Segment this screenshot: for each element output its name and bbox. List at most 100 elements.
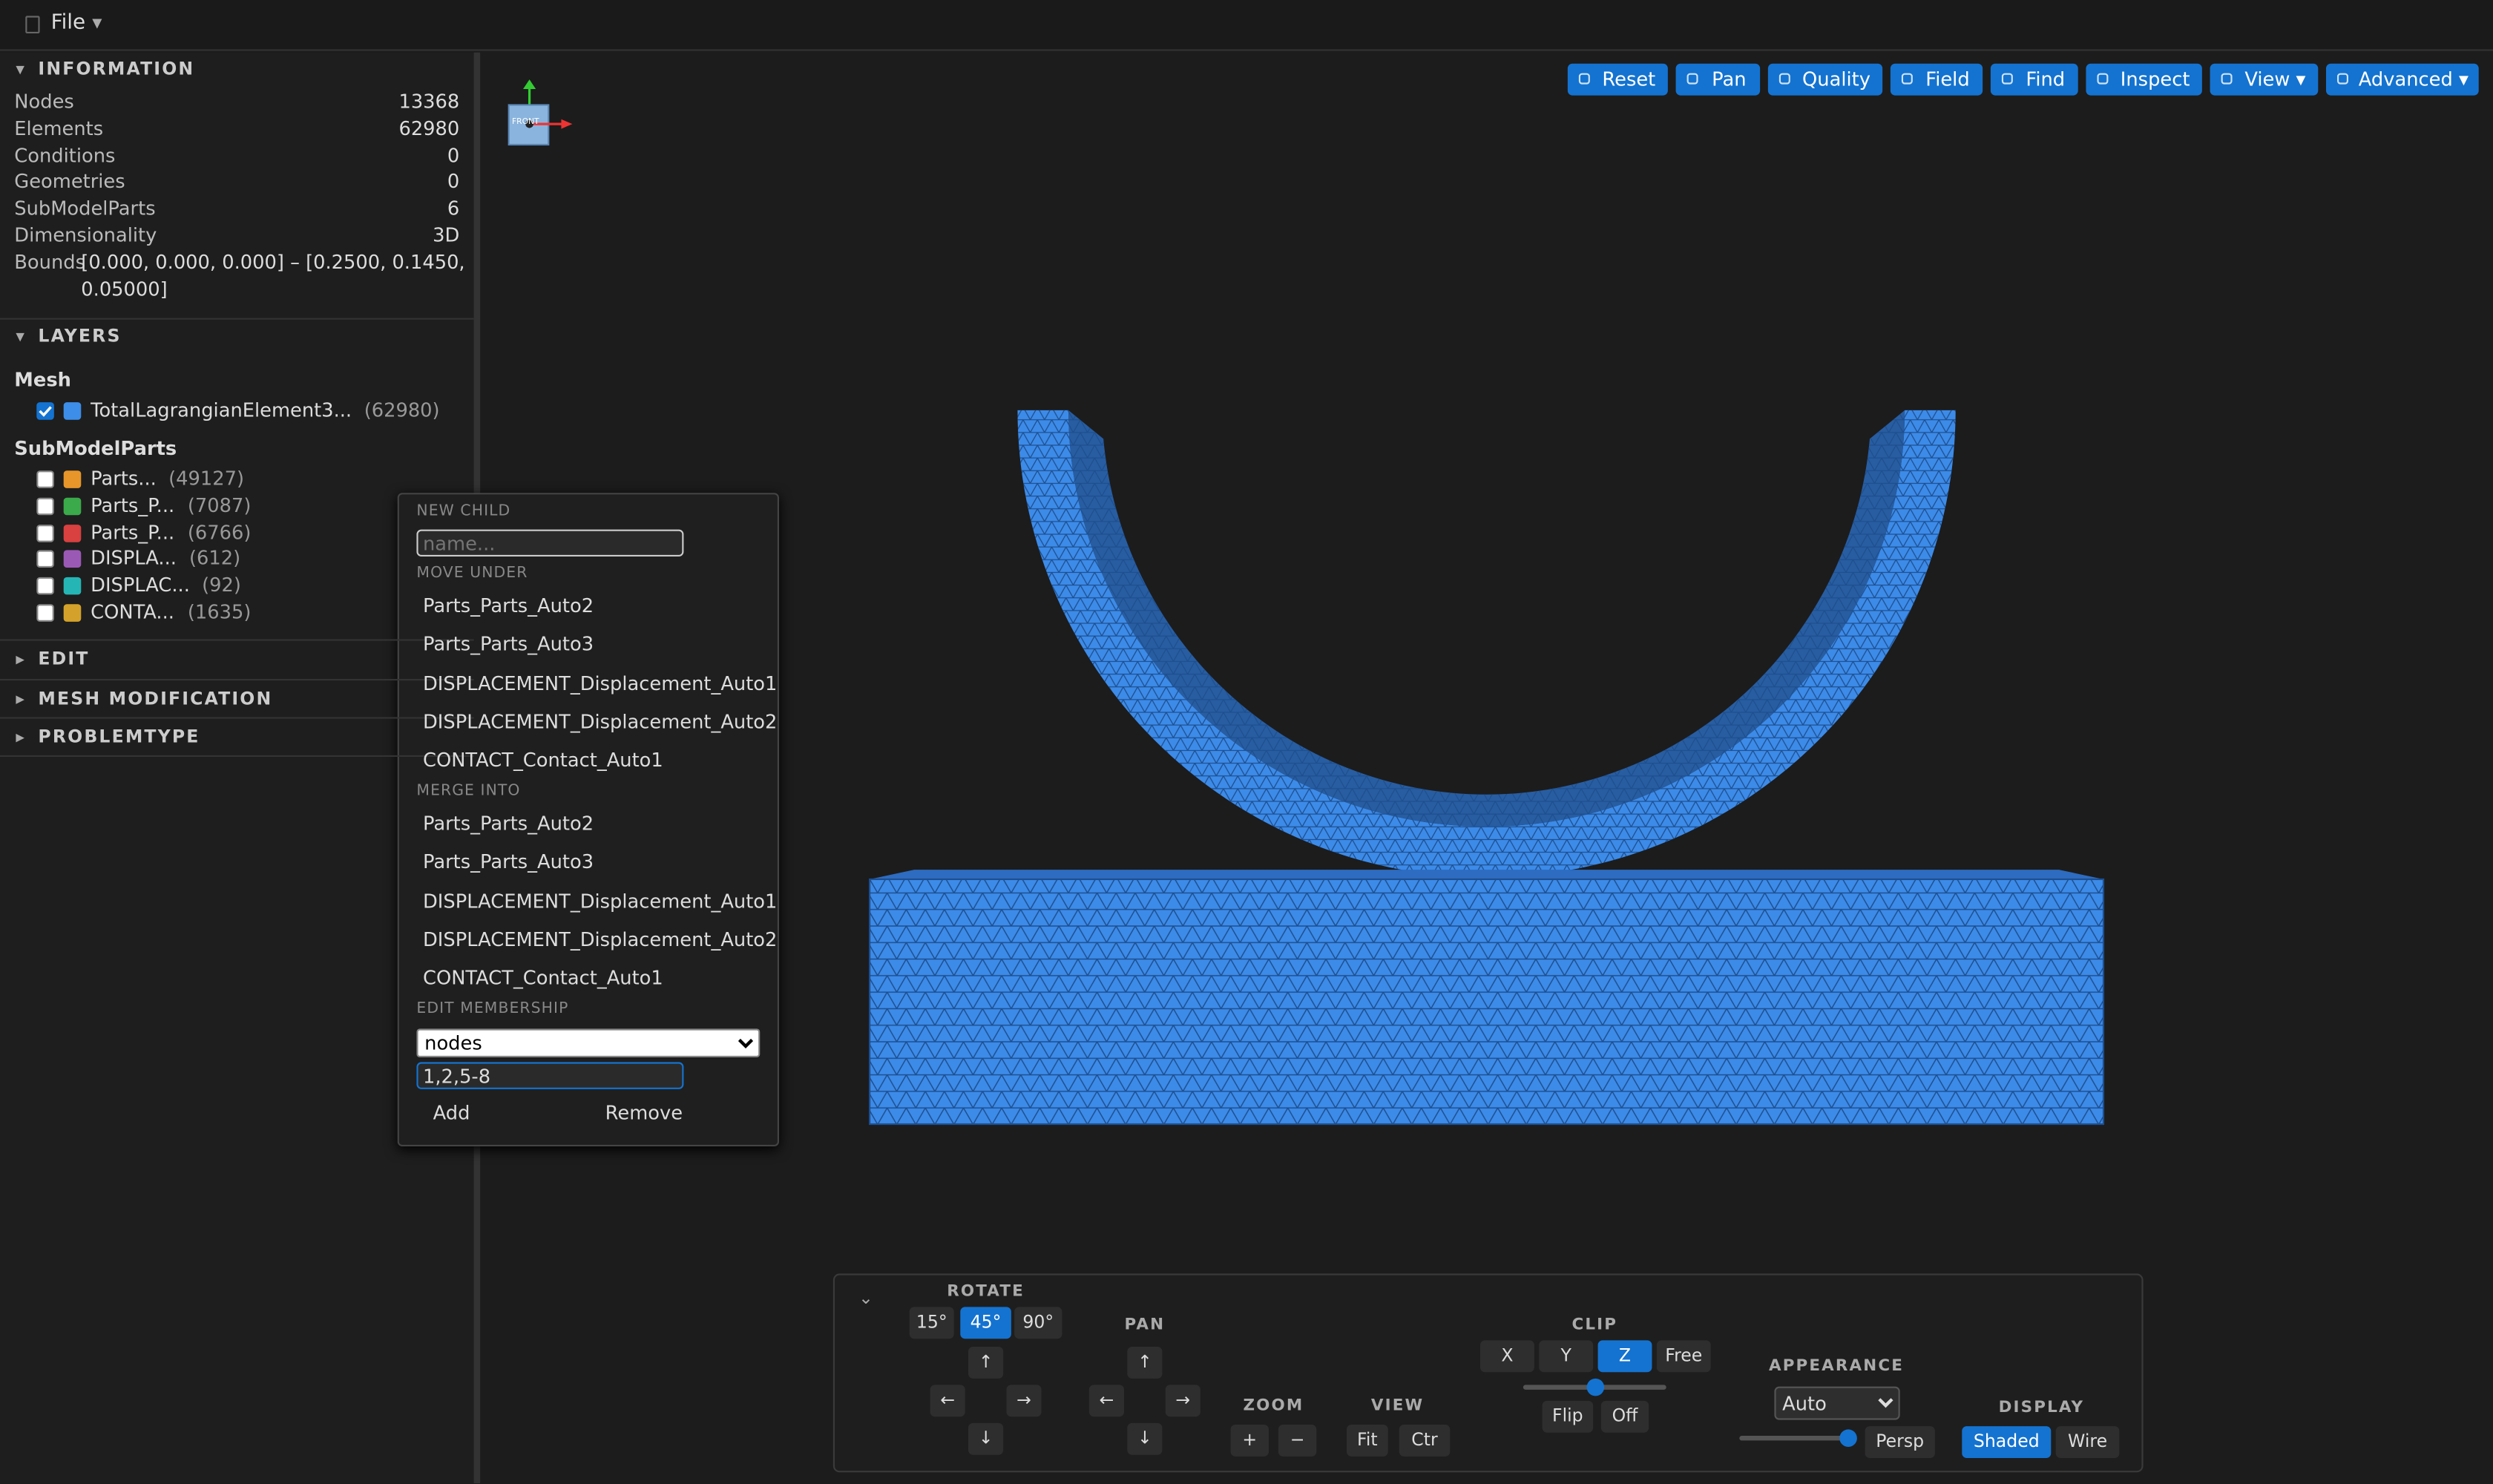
- persp-button[interactable]: Persp: [1865, 1426, 1935, 1458]
- pan-arrow[interactable]: →: [1165, 1385, 1200, 1417]
- toolbar-button[interactable]: Pan: [1675, 63, 1761, 96]
- menu-item[interactable]: CONTACT_Contact_Auto1: [423, 749, 663, 772]
- section-title[interactable]: MESH MODIFICATION: [38, 687, 273, 709]
- toolbar-button[interactable]: Find: [1990, 63, 2078, 96]
- layer-checkbox[interactable]: [36, 402, 54, 420]
- menu-item[interactable]: DISPLACEMENT_Displacement_Auto2: [423, 928, 778, 951]
- toolbar-button[interactable]: Field: [1890, 63, 1983, 96]
- layer-checkbox[interactable]: [36, 497, 54, 515]
- name-input[interactable]: [416, 529, 684, 556]
- separator: [0, 677, 474, 680]
- info-label: Dimensionality: [14, 224, 157, 247]
- info-label: SubModelParts: [14, 197, 156, 220]
- rotate-step[interactable]: 15°: [909, 1307, 954, 1339]
- layer-count: (49127): [168, 467, 245, 490]
- toolbar-label: Inspect: [2120, 68, 2190, 91]
- view-button[interactable]: Fit: [1347, 1425, 1388, 1457]
- pan-arrow[interactable]: ←: [1088, 1385, 1124, 1417]
- menu-item[interactable]: CONTACT_Contact_Auto1: [423, 967, 663, 990]
- layer-name[interactable]: DISPLAC...: [91, 574, 190, 597]
- info-value: 6: [447, 197, 460, 220]
- rotate-arrow[interactable]: ↑: [968, 1347, 1004, 1379]
- remove-button[interactable]: Remove: [605, 1102, 683, 1124]
- layer-name[interactable]: Parts_P...: [91, 520, 175, 543]
- layer-checkbox[interactable]: [36, 470, 54, 488]
- menu-item[interactable]: DISPLACEMENT_Displacement_Auto1: [423, 672, 778, 695]
- rotate-step[interactable]: 45°: [960, 1307, 1011, 1339]
- file-menu[interactable]: File: [50, 11, 86, 36]
- menu-heading: MERGE INTO: [416, 782, 521, 800]
- clip-axis[interactable]: Free: [1656, 1340, 1711, 1373]
- orientation-gizmo: [508, 79, 573, 146]
- clip-button[interactable]: Flip: [1542, 1400, 1594, 1433]
- rotate-step[interactable]: 90°: [1014, 1307, 1062, 1339]
- layer-group: SubModelParts: [14, 437, 177, 460]
- toolbar-label: View ▾: [2244, 68, 2306, 91]
- menu-heading: MOVE UNDER: [416, 564, 528, 582]
- control-title: ZOOM: [1243, 1397, 1304, 1416]
- view-button[interactable]: Ctr: [1399, 1425, 1451, 1457]
- toolbar-button[interactable]: Reset: [1567, 63, 1668, 96]
- menu-item[interactable]: DISPLACEMENT_Displacement_Auto1: [423, 890, 778, 913]
- layer-name[interactable]: DISPLA...: [91, 547, 177, 570]
- pan-arrow[interactable]: ↓: [1127, 1422, 1163, 1455]
- toolbar-icon: [1578, 73, 1590, 85]
- appearance-slider-track[interactable]: [1739, 1435, 1851, 1441]
- layer-checkbox[interactable]: [36, 577, 54, 595]
- toolbar-label: Field: [1925, 68, 1970, 91]
- sidebar: [0, 52, 474, 1484]
- menu-item[interactable]: Parts_Parts_Auto3: [423, 633, 594, 656]
- menu-item[interactable]: Parts_Parts_Auto2: [423, 812, 594, 835]
- layer-count: (7087): [187, 493, 252, 516]
- collapse-icon: ▼: [16, 330, 24, 344]
- info-label: Nodes: [14, 91, 74, 114]
- layer-count: (6766): [187, 520, 252, 543]
- layer-swatch: [63, 497, 82, 515]
- toolbar-icon: [2337, 73, 2348, 85]
- membership-ids[interactable]: [416, 1062, 684, 1089]
- pan-arrow[interactable]: ↑: [1127, 1347, 1163, 1379]
- section-title[interactable]: PROBLEMTYPE: [38, 726, 200, 748]
- clip-axis[interactable]: Z: [1597, 1340, 1652, 1373]
- section-title: INFORMATION: [38, 59, 195, 80]
- layer-count: (92): [202, 574, 241, 597]
- toolbar-button[interactable]: View ▾: [2210, 63, 2319, 96]
- membership-type[interactable]: nodes: [416, 1028, 761, 1057]
- toolbar-button[interactable]: Inspect: [2086, 63, 2202, 96]
- layer-name[interactable]: Parts...: [91, 467, 157, 490]
- menu-item[interactable]: DISPLACEMENT_Displacement_Auto2: [423, 710, 778, 733]
- layer-name[interactable]: TotalLagrangianElement3...: [91, 398, 352, 421]
- clip-axis[interactable]: X: [1479, 1340, 1534, 1373]
- section-title[interactable]: EDIT: [38, 649, 90, 670]
- rotate-arrow[interactable]: ↓: [968, 1422, 1004, 1455]
- add-button[interactable]: Add: [433, 1102, 470, 1124]
- toolbar-button[interactable]: Advanced ▾: [2326, 63, 2479, 96]
- separator: [0, 318, 474, 320]
- rotate-arrow[interactable]: ←: [930, 1385, 965, 1417]
- layer-checkbox[interactable]: [36, 551, 54, 568]
- clip-axis[interactable]: Y: [1539, 1340, 1594, 1373]
- layer-name[interactable]: Parts_P...: [91, 493, 175, 516]
- display-mode[interactable]: Shaded: [1962, 1426, 2052, 1458]
- control-title: PAN: [1124, 1316, 1166, 1334]
- info-label: Conditions: [14, 144, 116, 167]
- zoom-button[interactable]: −: [1278, 1425, 1317, 1457]
- clip-button[interactable]: Off: [1600, 1400, 1649, 1433]
- layer-name[interactable]: CONTA...: [91, 601, 174, 623]
- layer-swatch: [63, 577, 82, 595]
- rotate-arrow[interactable]: →: [1006, 1385, 1042, 1417]
- appearance-select[interactable]: Auto: [1774, 1386, 1900, 1420]
- toolbar-button[interactable]: Quality: [1767, 63, 1883, 96]
- layer-checkbox[interactable]: [36, 524, 54, 542]
- display-mode[interactable]: Wire: [2055, 1426, 2120, 1458]
- layer-checkbox[interactable]: [36, 604, 54, 622]
- toolbar-label: Reset: [1602, 68, 1656, 91]
- menu-item[interactable]: Parts_Parts_Auto3: [423, 851, 594, 874]
- layer-count: (62980): [364, 398, 440, 421]
- clip-slider-knob[interactable]: [1586, 1378, 1605, 1396]
- appearance-slider-knob[interactable]: [1839, 1429, 1857, 1447]
- menu-item[interactable]: Parts_Parts_Auto2: [423, 594, 594, 617]
- zoom-button[interactable]: +: [1230, 1425, 1269, 1457]
- collapse-icon: ▶: [16, 653, 24, 666]
- collapse-button[interactable]: ⌄: [858, 1287, 873, 1309]
